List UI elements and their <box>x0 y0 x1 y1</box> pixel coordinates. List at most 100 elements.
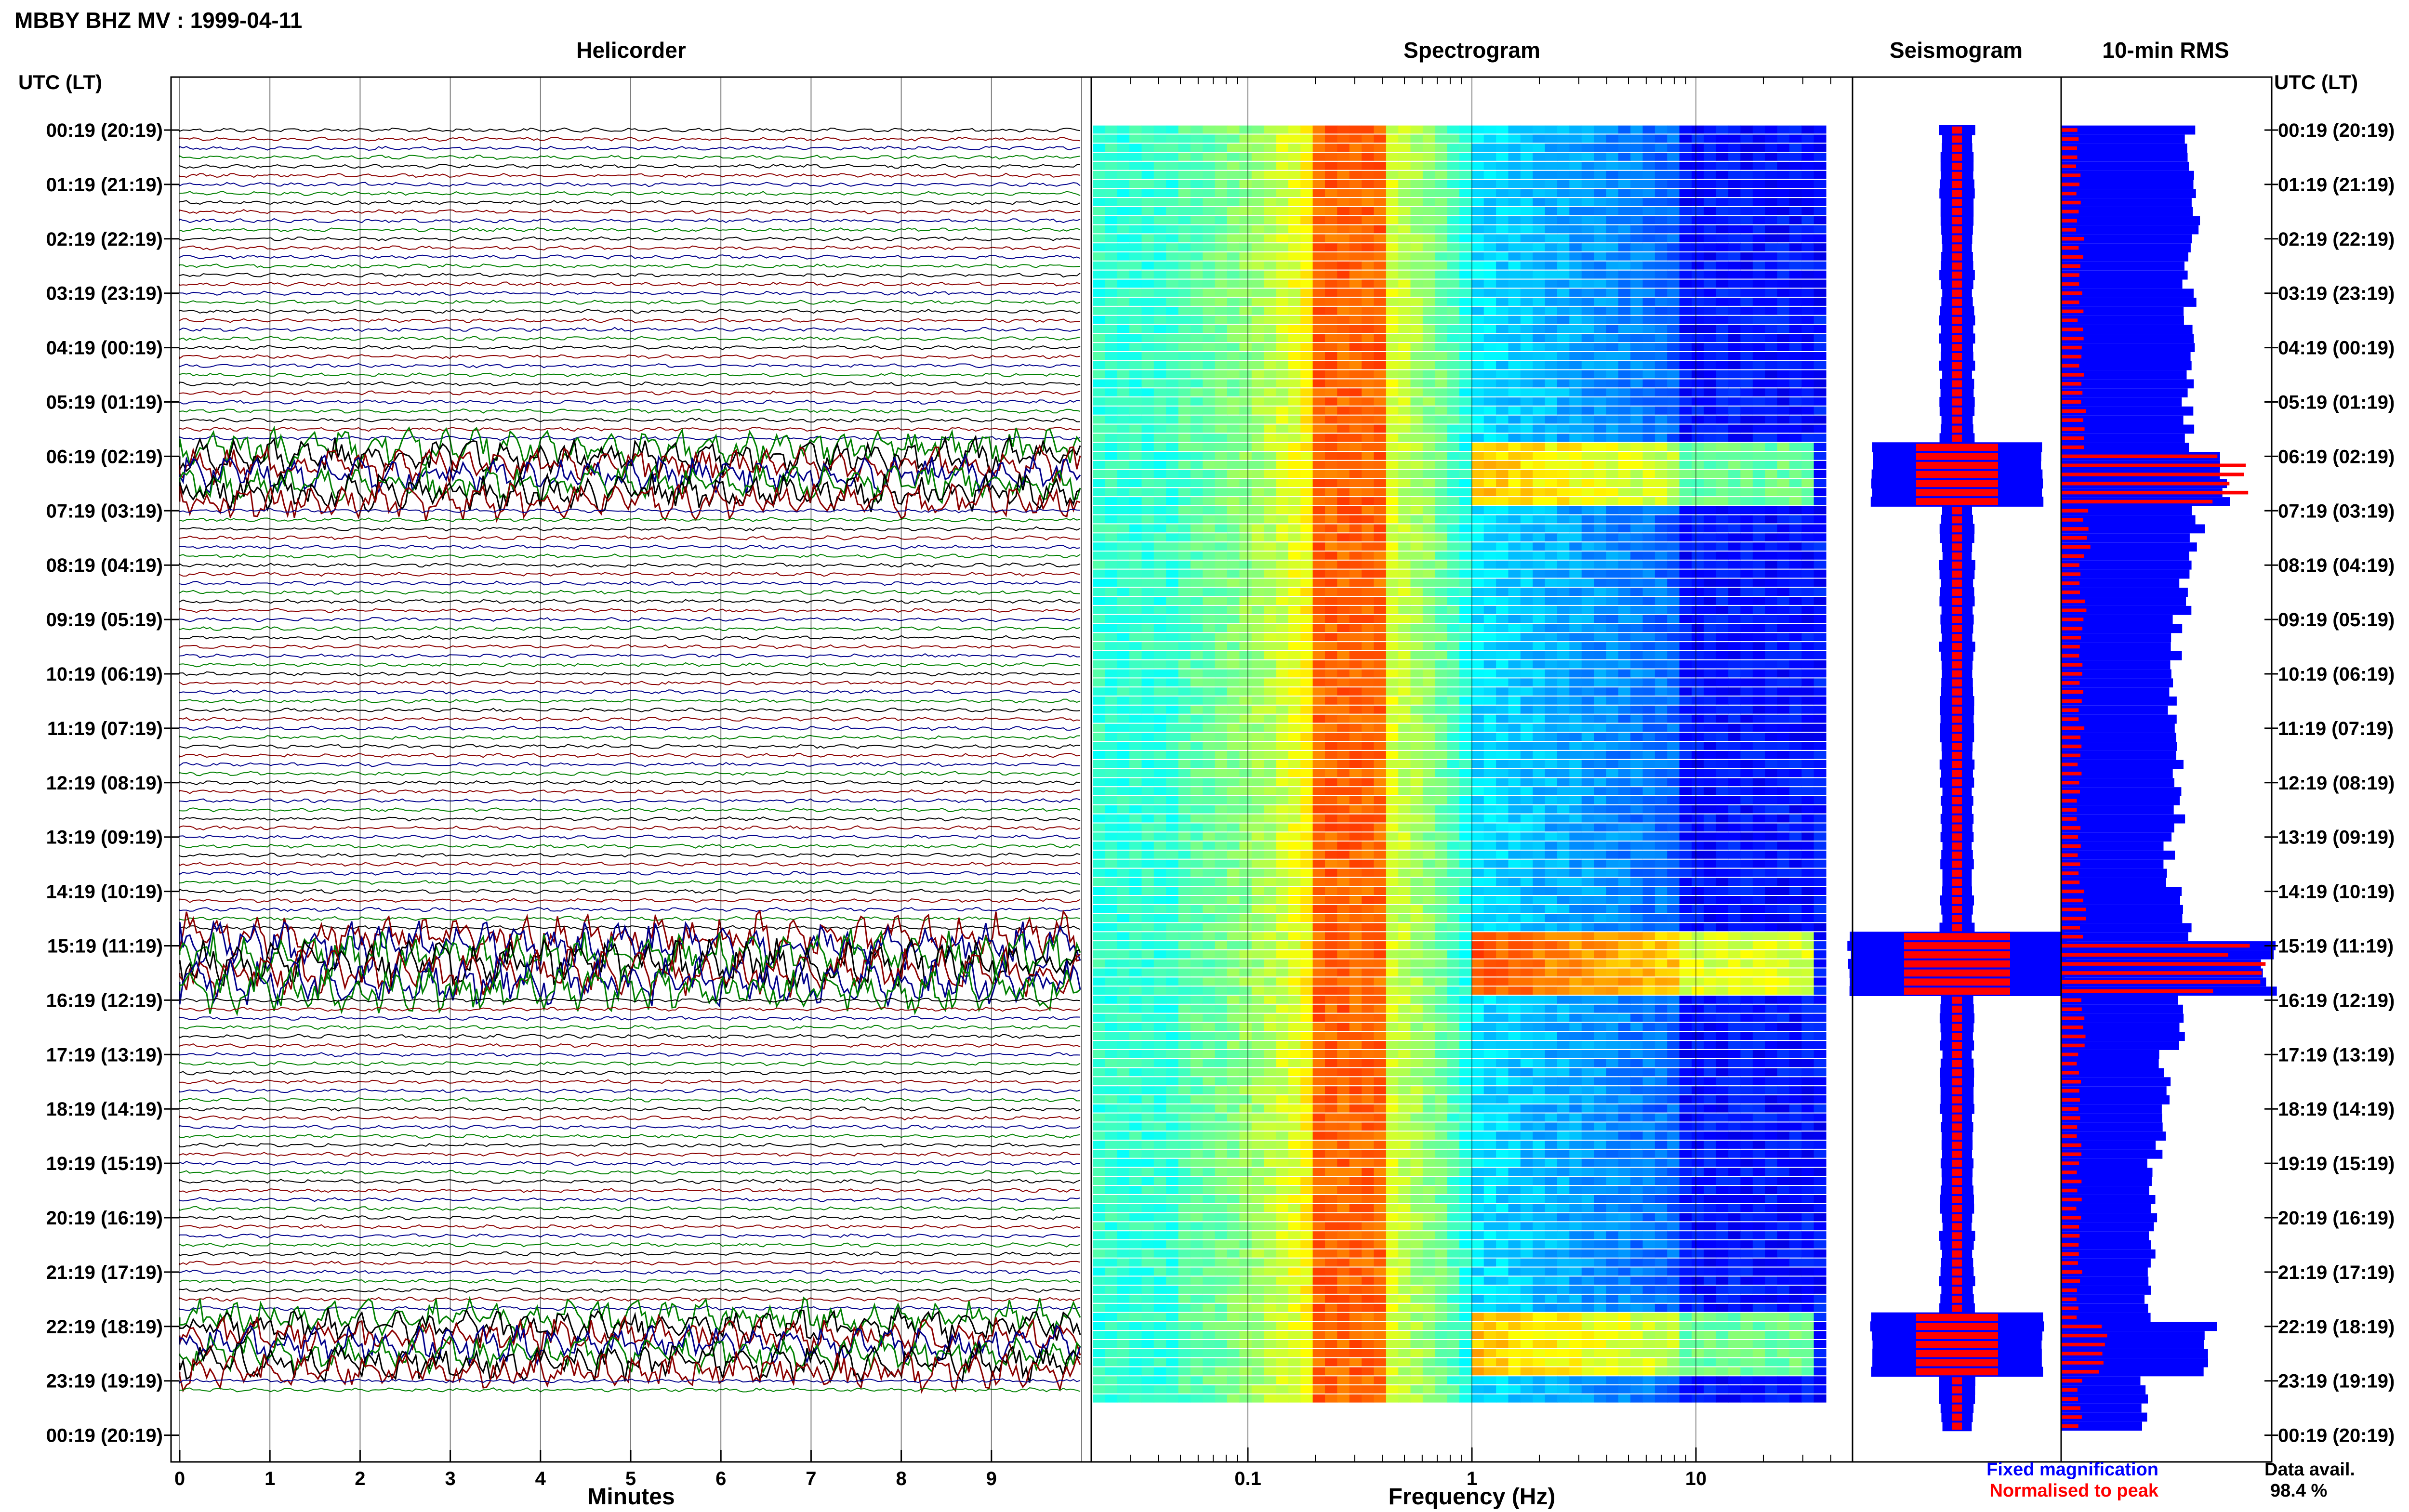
spectrogram-cell <box>1312 261 1325 270</box>
spectrogram-cell <box>1239 252 1252 261</box>
spectrogram-cell <box>1129 569 1142 578</box>
spectrogram-cell <box>1410 415 1423 424</box>
spectrogram-cell <box>1362 579 1375 587</box>
spectrogram-cell <box>1362 832 1375 841</box>
spectrogram-cell <box>1483 252 1496 261</box>
spectrogram-cell <box>1129 144 1142 152</box>
spectrogram-cell <box>1789 180 1802 188</box>
spectrogram-cell <box>1520 161 1533 170</box>
spectrogram-cell <box>1594 279 1606 288</box>
spectrogram-cell <box>1447 588 1460 596</box>
spectrogram-cell <box>1606 298 1619 306</box>
spectrogram-cell <box>1483 479 1496 487</box>
spectrogram-cell <box>1129 334 1142 342</box>
spectrogram-cell <box>1569 316 1582 324</box>
spectrogram-cell <box>1679 243 1692 251</box>
spectrogram-cell <box>1533 334 1546 342</box>
spectrogram-cell <box>1337 153 1350 161</box>
spectrogram-cell <box>1496 597 1509 605</box>
spectrogram-cell <box>1667 560 1680 569</box>
spectrogram-cell <box>1105 678 1118 687</box>
spectrogram-cell <box>1105 642 1118 650</box>
spectrogram-cell <box>1227 560 1240 569</box>
spectrogram-cell <box>1117 415 1130 424</box>
spectrogram-cell <box>1618 479 1631 487</box>
spectrogram-cell <box>1630 605 1643 614</box>
spectrogram-cell <box>1789 760 1802 768</box>
spectrogram-cell <box>1740 443 1753 451</box>
spectrogram-cell <box>1264 479 1277 487</box>
spectrogram-cell <box>1349 388 1362 397</box>
spectrogram-cell <box>1386 298 1399 306</box>
spectrogram-cell <box>1190 697 1203 705</box>
spectrogram-cell <box>1190 488 1203 497</box>
spectrogram-cell <box>1508 479 1521 487</box>
spectrogram-cell <box>1642 705 1655 714</box>
spectrogram-cell <box>1483 850 1496 859</box>
spectrogram-cell <box>1679 832 1692 841</box>
spectrogram-cell <box>1618 424 1631 433</box>
spectrogram-cell <box>1533 298 1546 306</box>
spectrogram-cell <box>1300 388 1313 397</box>
spectrogram-cell <box>1264 633 1277 642</box>
spectrogram-cell <box>1813 189 1827 197</box>
spectrogram-cell <box>1190 434 1203 442</box>
spectrogram-cell <box>1692 515 1704 524</box>
spectrogram-cell <box>1545 705 1558 714</box>
spectrogram-cell <box>1239 542 1252 551</box>
spectrogram-cell <box>1765 542 1778 551</box>
spectrogram-cell <box>1239 778 1252 787</box>
spectrogram-cell <box>1777 678 1790 687</box>
spectrogram-cell <box>1655 787 1668 795</box>
spectrogram-cell <box>1716 678 1729 687</box>
spectrogram-cell <box>1203 279 1216 288</box>
spectrogram-cell <box>1276 497 1289 505</box>
spectrogram-cell <box>1728 560 1741 569</box>
spectrogram-cell <box>1349 605 1362 614</box>
spectrogram-cell <box>1569 424 1582 433</box>
spectrogram-cell <box>1765 560 1778 569</box>
spectrogram-cell <box>1447 406 1460 415</box>
spectrogram-cell <box>1765 370 1778 379</box>
spectrogram-cell <box>1435 252 1448 261</box>
spectrogram-cell <box>1349 434 1362 442</box>
spectrogram-cell <box>1483 125 1496 134</box>
spectrogram-cell <box>1642 769 1655 777</box>
spectrogram-cell <box>1178 651 1191 659</box>
spectrogram-cell <box>1740 669 1753 678</box>
spectrogram-cell <box>1435 460 1448 469</box>
spectrogram-cell <box>1288 850 1301 859</box>
spectrogram-cell <box>1520 832 1533 841</box>
spectrogram-cell <box>1153 424 1166 433</box>
spectrogram-cell <box>1520 524 1533 533</box>
spectrogram-cell <box>1789 316 1802 324</box>
spectrogram-cell <box>1398 624 1411 632</box>
spectrogram-cell <box>1374 823 1387 832</box>
spectrogram-cell <box>1300 760 1313 768</box>
spectrogram-cell <box>1569 144 1582 152</box>
spectrogram-cell <box>1239 270 1252 279</box>
spectrogram-cell <box>1483 325 1496 333</box>
spectrogram-cell <box>1606 588 1619 596</box>
spectrogram-cell <box>1557 298 1570 306</box>
spectrogram-cell <box>1386 125 1399 134</box>
spectrogram-cell <box>1227 279 1240 288</box>
spectrogram-cell <box>1740 633 1753 642</box>
spectrogram-cell <box>1569 796 1582 804</box>
spectrogram-cell <box>1728 397 1741 406</box>
spectrogram-cell <box>1459 687 1472 696</box>
spectrogram-cell <box>1581 642 1594 650</box>
spectrogram-cell <box>1325 579 1337 587</box>
spectrogram-cell <box>1300 750 1313 759</box>
spectrogram-cell <box>1642 579 1655 587</box>
spectrogram-cell <box>1398 841 1411 850</box>
spectrogram-cell <box>1447 379 1460 388</box>
spectrogram-cell <box>1752 161 1765 170</box>
spectrogram-cell <box>1349 796 1362 804</box>
spectrogram-cell <box>1630 144 1643 152</box>
spectrogram-cell <box>1410 579 1423 587</box>
spectrogram-cell <box>1655 361 1668 369</box>
spectrogram-cell <box>1716 334 1729 342</box>
spectrogram-cell <box>1153 633 1166 642</box>
spectrogram-cell <box>1630 270 1643 279</box>
